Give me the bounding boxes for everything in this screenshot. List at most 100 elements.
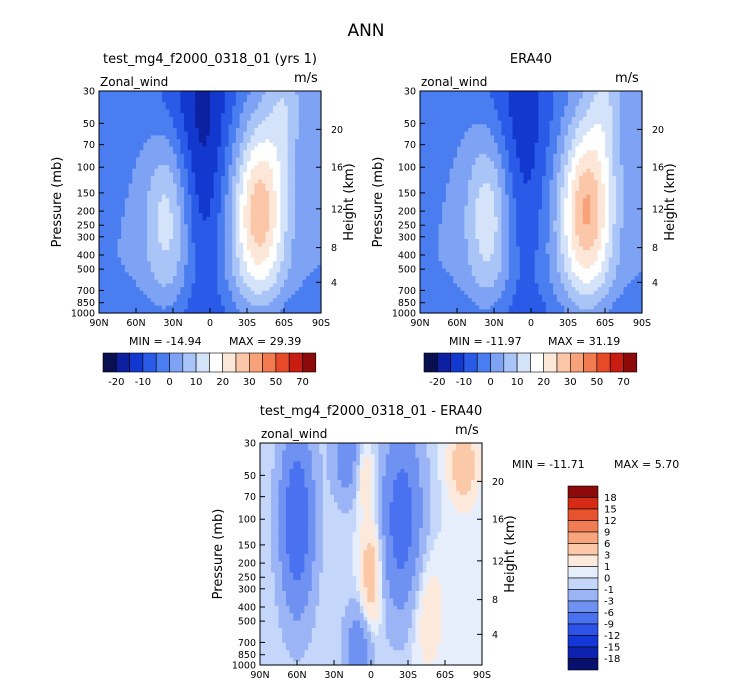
field-cell bbox=[102, 135, 107, 140]
field-cell bbox=[206, 113, 211, 118]
field-cell bbox=[457, 113, 462, 118]
field-cell bbox=[102, 187, 107, 192]
field-cell bbox=[287, 264, 292, 270]
field-cell bbox=[276, 142, 281, 148]
field-cell bbox=[187, 187, 193, 192]
field-cell bbox=[313, 261, 318, 266]
field-cell bbox=[184, 102, 189, 107]
field-cell bbox=[224, 246, 230, 251]
field-cell bbox=[206, 190, 211, 196]
field-cell bbox=[309, 305, 315, 310]
field-cell bbox=[423, 287, 428, 292]
field-cell bbox=[191, 205, 196, 210]
field-cell bbox=[445, 135, 451, 140]
field-cell bbox=[150, 309, 156, 314]
field-cell bbox=[464, 168, 469, 173]
field-cell bbox=[228, 176, 233, 181]
field-cell bbox=[235, 309, 241, 314]
field-cell bbox=[143, 124, 148, 129]
field-cell bbox=[284, 176, 289, 181]
field-cell bbox=[232, 135, 237, 140]
field-cell bbox=[180, 250, 185, 255]
field-cell bbox=[431, 91, 436, 96]
field-cell bbox=[494, 213, 499, 218]
field-cell bbox=[250, 261, 255, 266]
field-cell bbox=[165, 279, 170, 284]
field-cell bbox=[280, 98, 285, 103]
field-cell bbox=[295, 91, 300, 96]
field-cell bbox=[198, 309, 204, 314]
field-cell bbox=[198, 91, 204, 96]
field-cell bbox=[309, 224, 315, 229]
field-cell bbox=[180, 216, 185, 222]
field-cell bbox=[161, 279, 167, 284]
field-cell bbox=[423, 172, 428, 177]
field-cell bbox=[158, 198, 163, 203]
field-cell bbox=[169, 220, 174, 225]
field-cell bbox=[265, 165, 270, 170]
field-cell bbox=[136, 202, 141, 207]
field-cell bbox=[497, 227, 502, 233]
field-cell bbox=[147, 213, 152, 218]
field-cell bbox=[287, 301, 292, 307]
field-cell bbox=[302, 242, 307, 247]
field-cell bbox=[239, 239, 244, 244]
field-cell bbox=[445, 272, 451, 277]
field-cell bbox=[490, 305, 495, 310]
field-cell bbox=[165, 172, 170, 177]
field-cell bbox=[99, 246, 104, 251]
field-cell bbox=[306, 283, 311, 288]
field-cell bbox=[309, 135, 315, 140]
field-cell bbox=[187, 176, 193, 181]
field-cell bbox=[176, 272, 181, 277]
field-cell bbox=[99, 231, 104, 236]
field-cell bbox=[143, 250, 148, 255]
field-cell bbox=[113, 205, 119, 210]
field-cell bbox=[136, 168, 141, 173]
field-cell bbox=[161, 205, 167, 210]
field-cell bbox=[287, 98, 292, 103]
field-cell bbox=[265, 250, 270, 255]
field-cell bbox=[139, 168, 144, 173]
field-cell bbox=[287, 287, 292, 292]
field-cell bbox=[102, 205, 107, 210]
field-cell bbox=[165, 264, 170, 270]
field-cell bbox=[298, 105, 304, 111]
field-cell bbox=[438, 153, 443, 159]
field-cell bbox=[210, 150, 215, 155]
field-cell bbox=[154, 298, 159, 303]
field-cell bbox=[298, 242, 304, 247]
field-cell bbox=[309, 142, 315, 148]
field-cell bbox=[284, 124, 289, 129]
field-cell bbox=[427, 94, 432, 99]
field-cell bbox=[210, 298, 215, 303]
field-cell bbox=[117, 250, 122, 255]
field-cell bbox=[306, 161, 311, 166]
field-cell bbox=[486, 287, 491, 292]
field-cell bbox=[438, 264, 443, 270]
field-cell bbox=[306, 98, 311, 103]
field-cell bbox=[431, 257, 436, 262]
field-cell bbox=[198, 224, 204, 229]
field-cell bbox=[117, 242, 122, 247]
field-cell bbox=[191, 113, 196, 118]
field-cell bbox=[276, 272, 281, 277]
field-cell bbox=[195, 264, 200, 270]
field-cell bbox=[221, 287, 226, 292]
field-cell bbox=[309, 94, 315, 99]
field-cell bbox=[309, 139, 315, 144]
field-cell bbox=[272, 146, 278, 151]
field-cell bbox=[309, 294, 315, 299]
field-cell bbox=[475, 231, 480, 236]
field-cell bbox=[250, 128, 255, 133]
field-cell bbox=[302, 301, 307, 307]
field-cell bbox=[434, 209, 440, 214]
field-cell bbox=[213, 165, 218, 170]
field-cell bbox=[442, 216, 447, 222]
field-cell bbox=[143, 183, 148, 188]
field-cell bbox=[206, 216, 211, 222]
field-cell bbox=[302, 231, 307, 236]
field-cell bbox=[423, 161, 428, 166]
field-cell bbox=[438, 298, 443, 303]
field-cell bbox=[136, 283, 141, 288]
